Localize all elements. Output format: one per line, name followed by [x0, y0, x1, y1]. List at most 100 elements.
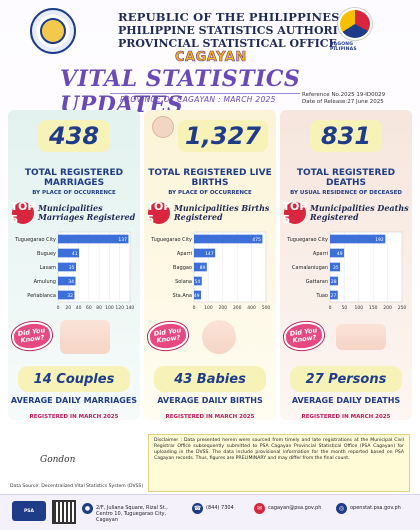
marriages-panel: 438 TOTAL REGISTERED MARRIAGES BY PLACE … [8, 110, 140, 420]
header-line-1: REPUBLIC OF THE PHILIPPINES [118, 10, 340, 24]
bar [194, 262, 207, 272]
did-you-know-badge: Did You Know? [10, 319, 54, 353]
marriages-average-label: AVERAGE DAILY MARRIAGES [10, 396, 138, 405]
bar [194, 290, 202, 300]
x-tick-label: 100 [204, 305, 213, 311]
baby-illustration [202, 320, 236, 354]
location-icon: ● [82, 503, 93, 514]
header-line-3: PROVINCIAL STATISTICAL OFFICE [118, 37, 337, 50]
coffin-illustration [336, 324, 386, 350]
x-tick-label: 400 [247, 305, 256, 311]
data-label: 475 [252, 237, 261, 243]
qr-code[interactable] [52, 500, 76, 524]
births-chart: 0 100 200 300 400 500 Tuguegarao City 475 Aparri… [150, 231, 271, 311]
page-title: VITAL STATISTICS UPDATES [60, 66, 301, 118]
x-tick-label: 200 [219, 305, 228, 311]
deaths-average: 27 Persons [290, 366, 402, 392]
psa-seal-logo [30, 8, 76, 54]
x-tick-label: 300 [233, 305, 242, 311]
top5-badge: TOP 5 [10, 200, 36, 226]
x-tick-label: 100 [105, 305, 114, 311]
bar [58, 276, 76, 286]
marriages-total: 438 [38, 120, 110, 152]
births-sublabel: BY PLACE OF OCCURRENCE [168, 190, 252, 196]
data-source: Data Source: Decentralized Vital Statist… [10, 484, 144, 489]
bar [330, 234, 386, 244]
data-label: 54 [195, 279, 201, 285]
category-label: Amulung [34, 279, 56, 285]
x-tick-label: 100 [355, 305, 364, 311]
category-label: Aparri [313, 251, 328, 257]
deaths-registered-label: REGISTERED IN MARCH 2025 [301, 414, 391, 420]
bar [58, 290, 75, 300]
category-label: Baggao [173, 265, 192, 271]
disclaimer-box: Disclaimer : Data presented herein were … [148, 434, 410, 492]
title-divider [110, 93, 300, 94]
footer-email[interactable]: cagayan@psa.gov.ph [268, 505, 322, 511]
baby-illustration [152, 116, 174, 138]
top5-badge: TOP 5 [146, 200, 172, 226]
marriages-label: TOTAL REGISTERED MARRIAGES [24, 168, 124, 188]
category-label: Tuao [315, 293, 328, 299]
marriages-average: 14 Couples [18, 366, 130, 392]
data-label: 35 [69, 265, 75, 271]
data-label: 147 [205, 251, 214, 257]
marriages-top5-title: Municipalities Marriages Registered [38, 203, 136, 222]
births-registered-label: REGISTERED IN MARCH 2025 [165, 414, 255, 420]
data-label: 28 [331, 279, 337, 285]
data-label: 41 [72, 251, 78, 257]
did-you-know-badge: Did You Know? [146, 319, 190, 353]
deaths-top5-title: Municipalities Deaths Registered [310, 203, 409, 222]
bar [330, 276, 339, 286]
births-label: TOTAL REGISTERED LIVE BIRTHS [148, 168, 272, 188]
category-label: Aparri [177, 251, 192, 257]
bar [194, 234, 263, 244]
marriages-registered-label: REGISTERED IN MARCH 2025 [29, 414, 119, 420]
bar [330, 290, 338, 300]
reference-number: Reference No.2025 19-ID0029 [302, 92, 386, 98]
data-label: 49 [337, 251, 343, 257]
plot-area [329, 231, 403, 303]
x-tick-label: 80 [96, 305, 102, 311]
x-tick-label: 40 [76, 305, 82, 311]
births-total: 1,327 [178, 120, 268, 152]
psa-small-logo: PSA [12, 501, 46, 521]
bar [58, 262, 76, 272]
globe-icon: ◎ [336, 503, 347, 514]
category-label: Tuguegarao City [150, 237, 192, 243]
data-label: 27 [331, 293, 337, 299]
data-label: 137 [118, 237, 127, 243]
x-tick-label: 250 [398, 305, 407, 311]
category-label: Solana [175, 279, 192, 285]
province-name: CAGAYAN [175, 50, 247, 66]
x-tick-label: 150 [369, 305, 378, 311]
category-label: Buguey [37, 251, 56, 257]
category-label: Lasam [40, 265, 57, 271]
data-label: 49 [194, 293, 200, 299]
x-tick-label: 60 [86, 305, 92, 311]
footer-phone[interactable]: (844) 7304 [206, 505, 234, 511]
footer-website[interactable]: openstat.psa.gov.ph [350, 505, 401, 511]
category-label: Gattaran [306, 279, 328, 285]
data-label: 34 [68, 279, 74, 285]
signature: Gondon [40, 455, 76, 465]
bar [330, 262, 341, 272]
bar [58, 248, 80, 258]
deaths-panel: 831 TOTAL REGISTERED DEATHS BY USUAL RES… [280, 110, 412, 420]
category-label: Peñablanca [27, 293, 56, 299]
category-label: Camalaniugan [292, 265, 328, 271]
data-label: 192 [375, 237, 384, 243]
x-tick-label: 50 [342, 305, 348, 311]
did-you-know-badge: Did You Know? [282, 319, 326, 353]
data-label: 89 [200, 265, 206, 271]
top5-badge: TOP 5 [282, 200, 308, 226]
x-tick-label: 200 [383, 305, 392, 311]
births-top5-title: Municipalities Births Registered [174, 203, 270, 222]
data-label: 35 [333, 265, 339, 271]
births-average: 43 Babies [154, 366, 266, 392]
deaths-chart: 0 50 100 150 200 250 Tuguegarao City 192 Aparri 4… [286, 231, 407, 311]
bagong-pilipinas-logo: BAGONG PILIPINAS [330, 8, 380, 52]
deaths-average-label: AVERAGE DAILY DEATHS [291, 396, 401, 405]
x-tick-label: 500 [262, 305, 271, 311]
x-tick-label: 0 [329, 305, 332, 311]
